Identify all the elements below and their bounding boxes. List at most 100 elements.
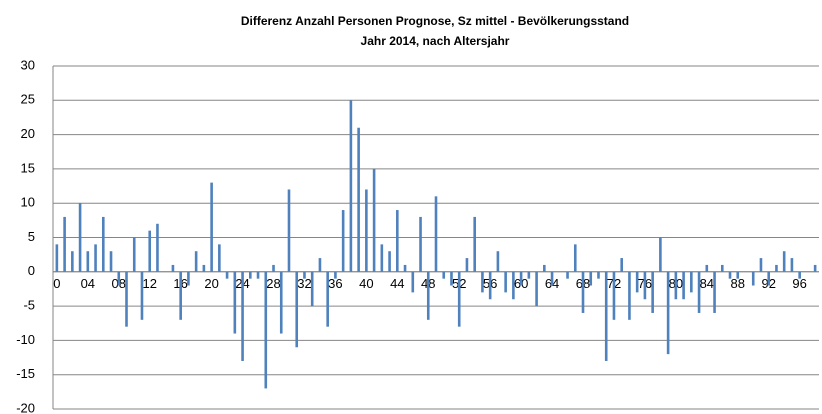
- bar: [318, 258, 322, 272]
- x-tick-label: 40: [359, 276, 373, 291]
- y-tick-label: -5: [23, 298, 35, 313]
- bar: [767, 271, 771, 286]
- bar: [225, 271, 229, 279]
- x-tick-label: 12: [142, 276, 156, 291]
- bar: [643, 271, 647, 300]
- bar: [55, 244, 59, 272]
- chart-title: Jahr 2014, nach Altersjahr: [361, 34, 510, 48]
- bar: [573, 244, 577, 272]
- bar: [720, 264, 724, 272]
- bar: [782, 251, 786, 272]
- bar: [156, 223, 159, 272]
- bar: [287, 189, 291, 272]
- bar: [388, 251, 391, 272]
- bar: [419, 216, 422, 272]
- bar: [249, 271, 252, 279]
- bar: [357, 127, 360, 272]
- bar: [519, 271, 523, 286]
- bar: [303, 271, 306, 279]
- bar: [728, 271, 732, 279]
- x-tick-label: 44: [390, 276, 404, 291]
- bar: [527, 271, 531, 279]
- bar: [187, 271, 190, 286]
- bar: [457, 271, 461, 327]
- bar: [535, 271, 538, 307]
- bar: [117, 271, 121, 286]
- x-tick-label: 20: [204, 276, 218, 291]
- chart-title: Differenz Anzahl Personen Prognose, Sz m…: [241, 14, 629, 28]
- bar: [612, 271, 616, 320]
- bar: [310, 271, 314, 307]
- y-tick-label: 10: [21, 195, 35, 210]
- bar: [442, 271, 446, 279]
- bar: [690, 271, 693, 293]
- bar: [434, 196, 438, 272]
- y-tick-label: 15: [21, 160, 35, 175]
- bar: [697, 271, 701, 313]
- bar: [512, 271, 515, 300]
- bar: [403, 264, 407, 272]
- bar: [628, 271, 631, 320]
- bar: [94, 244, 97, 272]
- bar: [488, 271, 492, 300]
- x-tick-label: 36: [328, 276, 342, 291]
- y-tick-label: 0: [28, 263, 35, 278]
- bar: [194, 251, 198, 272]
- bar: [736, 271, 740, 279]
- bar: [597, 271, 600, 279]
- x-tick-label: 84: [700, 276, 714, 291]
- bar: [272, 264, 275, 272]
- bar: [604, 271, 608, 361]
- bar: [326, 271, 329, 327]
- bar: [365, 189, 368, 272]
- bar: [125, 271, 128, 327]
- bar: [233, 271, 237, 334]
- bar: [465, 258, 469, 272]
- y-tick-label: 30: [21, 57, 35, 72]
- bar: [798, 271, 801, 279]
- y-tick-label: 20: [21, 126, 35, 141]
- bar: [674, 271, 678, 300]
- bar: [635, 271, 639, 293]
- bar: [813, 264, 817, 272]
- bar: [666, 271, 670, 355]
- y-tick-label: -20: [16, 400, 35, 414]
- bar: [411, 271, 415, 293]
- bar: [264, 271, 268, 389]
- bar: [71, 251, 74, 272]
- bar: [380, 244, 384, 272]
- bar: [426, 271, 430, 320]
- bar: [202, 264, 206, 272]
- bar: [171, 264, 175, 272]
- bar: [295, 271, 299, 348]
- bar: [751, 271, 755, 286]
- bar: [241, 271, 244, 361]
- bar: [473, 216, 476, 272]
- bar: [775, 264, 778, 272]
- bar: [334, 271, 337, 279]
- bar: [78, 203, 82, 272]
- bar: [372, 168, 376, 272]
- bar: [481, 271, 484, 293]
- bar: [705, 264, 709, 272]
- bar: [349, 100, 353, 272]
- bar: [504, 271, 507, 293]
- bar: [566, 271, 569, 279]
- y-tick-label: -10: [16, 332, 35, 347]
- bar: [496, 251, 500, 272]
- bar: [589, 271, 593, 286]
- x-tick-label: 0: [53, 276, 60, 291]
- bar: [651, 271, 654, 313]
- bar: [148, 230, 152, 272]
- bar: [256, 271, 260, 279]
- bar: [659, 237, 662, 272]
- bar: [132, 237, 136, 272]
- bar: [713, 271, 716, 313]
- y-tick-label: 25: [21, 92, 35, 107]
- bar: [109, 251, 113, 272]
- bar: [210, 182, 213, 272]
- bar: [682, 271, 685, 300]
- x-tick-label: 28: [266, 276, 280, 291]
- bar: [140, 271, 144, 320]
- y-tick-label: 5: [28, 229, 35, 244]
